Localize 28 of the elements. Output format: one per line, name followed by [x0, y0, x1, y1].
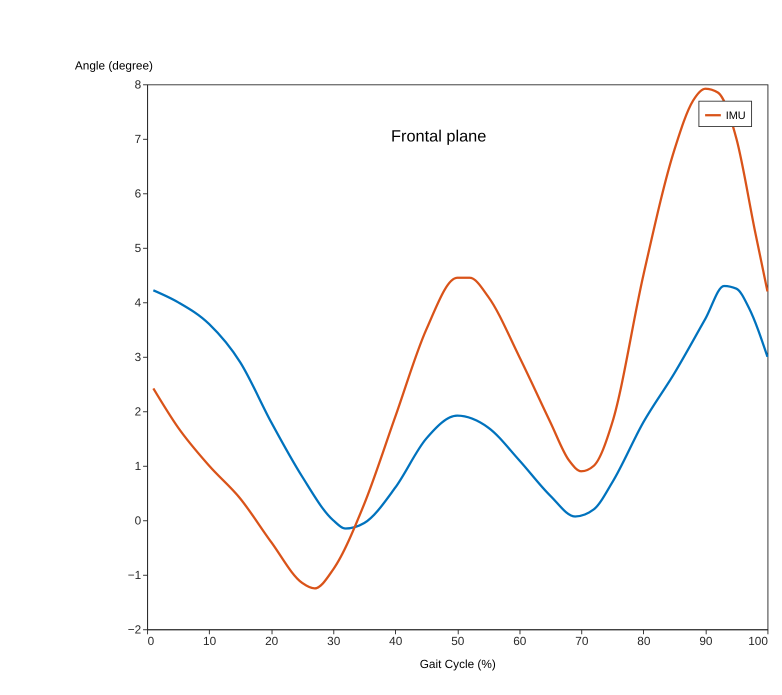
y-tick-label: 1 [134, 458, 142, 473]
x-tick-label: 40 [389, 634, 403, 648]
y-tick-label: −2 [128, 622, 142, 636]
x-tick-label: 0 [148, 634, 155, 648]
x-tick-label: 100 [748, 634, 768, 648]
y-tick-label: 6 [134, 186, 142, 200]
x-axis-title: Gait Cycle (%) [420, 656, 496, 671]
y-tick-label: 2 [134, 404, 142, 418]
legend-label: IMU [726, 110, 746, 122]
x-tick-label: 10 [203, 634, 217, 648]
y-tick-label: 8 [134, 77, 142, 92]
y-tick-label: 4 [134, 295, 142, 310]
annotation: Frontal plane [391, 128, 486, 146]
x-tick-label: 50 [451, 634, 465, 648]
x-tick-label: 90 [699, 634, 713, 648]
x-tick-label: 70 [575, 634, 589, 648]
y-tick-label: 5 [134, 240, 142, 255]
y-tick-label: −1 [128, 568, 142, 582]
y-tick-label: 0 [134, 513, 142, 528]
line-series [152, 284, 769, 530]
x-tick-label: 80 [637, 634, 651, 648]
x-tick-label: 30 [327, 634, 341, 648]
x-tick-label: 20 [265, 634, 279, 648]
y-axis-title: Angle (degree) [74, 58, 154, 72]
line-series [152, 88, 769, 590]
y-tick-label: 7 [134, 132, 142, 146]
x-tick-label: 60 [513, 634, 527, 648]
y-tick-label: 3 [134, 350, 142, 364]
